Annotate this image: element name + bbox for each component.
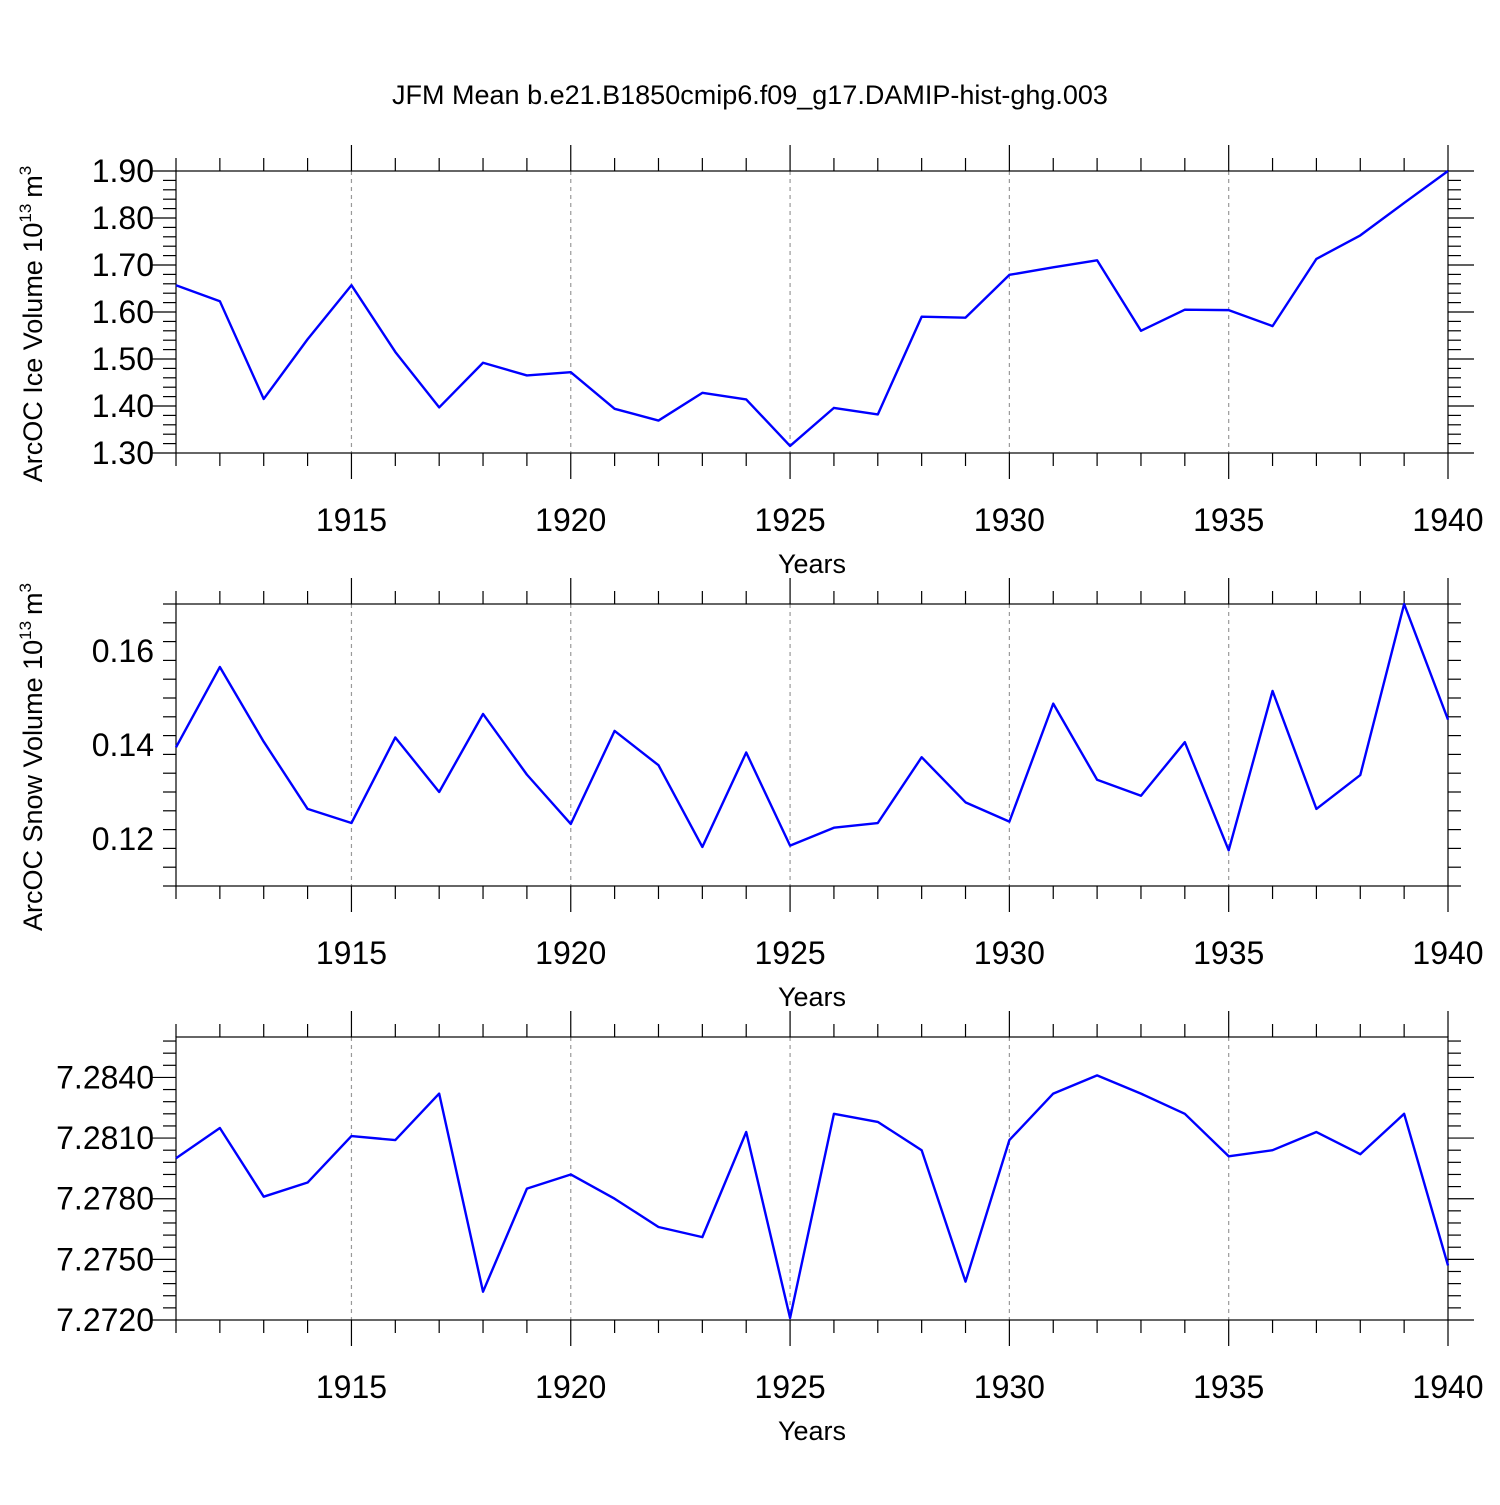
y-tick-label: 1.70 xyxy=(92,247,154,283)
x-tick-label: 1920 xyxy=(535,935,606,971)
x-tick-label: 1940 xyxy=(1412,1369,1483,1405)
x-tick-label: 1930 xyxy=(974,1369,1045,1405)
y-tick-label: 1.50 xyxy=(92,341,154,377)
x-tick-label: 1935 xyxy=(1193,1369,1264,1405)
x-tick-label: 1925 xyxy=(754,502,825,538)
x-tick-label: 1940 xyxy=(1412,935,1483,971)
x-tick-label: 1925 xyxy=(754,1369,825,1405)
plot-frame xyxy=(175,170,1449,454)
chart-panel-2: 1915 1920 1925 1930 1935 1940 0.12 0.14 0.16 Year… xyxy=(16,578,1484,1012)
x-tick-label: 1930 xyxy=(974,502,1045,538)
series-line xyxy=(175,170,1449,448)
x-tick-label: 1940 xyxy=(1412,502,1483,538)
y-tick-label: 0.12 xyxy=(92,821,154,857)
series-line xyxy=(175,1074,1450,1320)
x-tick-label: 1935 xyxy=(1193,935,1264,971)
x-tick-label: 1930 xyxy=(974,935,1045,971)
y-tick-label: 7.2780 xyxy=(56,1181,154,1217)
x-tick-label: 1915 xyxy=(316,1369,387,1405)
y-tick-label: 0.16 xyxy=(92,633,154,669)
x-axis-title: Years xyxy=(778,982,846,1012)
x-tick-label: 1935 xyxy=(1193,502,1264,538)
x-tick-label: 1925 xyxy=(754,935,825,971)
x-tick-label: 1920 xyxy=(535,1369,606,1405)
x-axis-title: Years xyxy=(778,1416,846,1446)
y-tick-label: 1.30 xyxy=(92,435,154,471)
x-tick-label: 1915 xyxy=(316,935,387,971)
y-tick-label: 1.90 xyxy=(92,153,154,189)
y-tick-label: 7.2720 xyxy=(56,1302,154,1338)
y-axis-title: ArcOC Ice Volume 1013m3 xyxy=(16,166,48,483)
chart-panel-1: 1915 1920 1925 1930 1935 1940 1.30 1.40 1.50 1.60… xyxy=(16,145,1484,579)
y-tick-label: 1.80 xyxy=(92,200,154,236)
y-tick-label: 1.60 xyxy=(92,294,154,330)
x-tick-label: 1915 xyxy=(316,502,387,538)
x-tick-label: 1920 xyxy=(535,502,606,538)
y-axis-title: ArcOC Snow Volume 1013m3 xyxy=(16,583,48,931)
chart-panel-3: 1915 1920 1925 1930 1935 1940 7.2720 7.2750 7.27… xyxy=(56,1011,1484,1446)
y-tick-label: 7.2840 xyxy=(56,1059,154,1095)
y-tick-label: 7.2750 xyxy=(56,1241,154,1277)
figure-title: JFM Mean b.e21.B1850cmip6.f09_g17.DAMIP-… xyxy=(392,80,1108,110)
x-axis-title: Years xyxy=(778,549,846,579)
y-tick-label: 1.40 xyxy=(92,388,154,424)
series-line xyxy=(174,602,1450,852)
y-tick-label: 0.14 xyxy=(92,727,154,763)
y-tick-label: 7.2810 xyxy=(56,1120,154,1156)
plot-frame xyxy=(175,1036,1449,1321)
